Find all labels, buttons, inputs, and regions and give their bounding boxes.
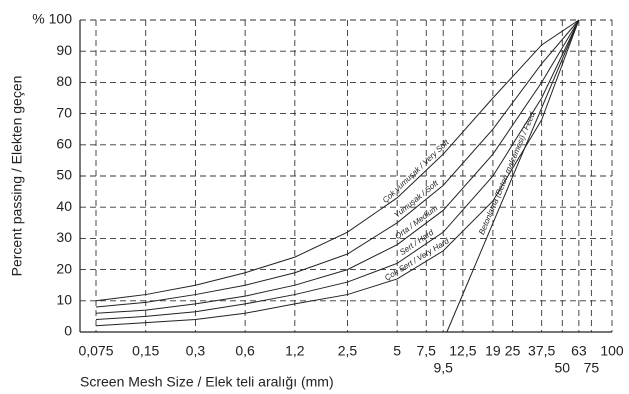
curve xyxy=(446,19,580,333)
x-tick-label: 0,075 xyxy=(78,343,113,359)
y-tick-label: 40 xyxy=(56,198,72,214)
y-tick-label: 90 xyxy=(56,42,72,58)
curve xyxy=(95,19,580,308)
x-tick-label: 7,5 xyxy=(417,343,437,359)
y-tick-label: 30 xyxy=(56,229,72,245)
x-tick-label: 19 xyxy=(485,343,501,359)
curve xyxy=(95,19,580,327)
curve xyxy=(95,19,580,321)
curve xyxy=(95,19,580,314)
x-tick-label: 0,15 xyxy=(132,343,159,359)
x-tick-label: 25 xyxy=(505,343,521,359)
x-tick-label: 63 xyxy=(571,343,587,359)
x-tick-label: 2,5 xyxy=(338,343,358,359)
x-axis-title: Screen Mesh Size / Elek teli aralığı (mm… xyxy=(80,374,334,390)
y-tick-label: 60 xyxy=(56,136,72,152)
y-tick-label: 10 xyxy=(56,292,72,308)
x-tick-label: 37,5 xyxy=(528,343,555,359)
curve xyxy=(95,19,580,302)
y-axis-title: Percent passing / Elekten geçen xyxy=(9,76,25,277)
y-tick-label: 0 xyxy=(64,323,72,339)
x-tick-label: 5 xyxy=(393,343,401,359)
y-tick-label: 80 xyxy=(56,73,72,89)
x-tick-label: 100 xyxy=(600,343,624,359)
y-tick-label: % 100 xyxy=(32,11,72,27)
x-tick-label: 0,3 xyxy=(186,343,206,359)
x-tick-label: 0,6 xyxy=(235,343,255,359)
y-tick-label: 20 xyxy=(56,260,72,276)
x-tick-label: 9,5 xyxy=(433,360,453,376)
x-tick-label: 50 xyxy=(555,360,571,376)
x-tick-label: 12,5 xyxy=(449,343,476,359)
y-tick-label: 50 xyxy=(56,167,72,183)
curve-label: Betonlama (Beton malzemesi) / Feed xyxy=(477,110,537,236)
x-tick-label: 75 xyxy=(584,360,600,376)
y-tick-label: 70 xyxy=(56,104,72,120)
x-tick-label: 1,2 xyxy=(285,343,305,359)
